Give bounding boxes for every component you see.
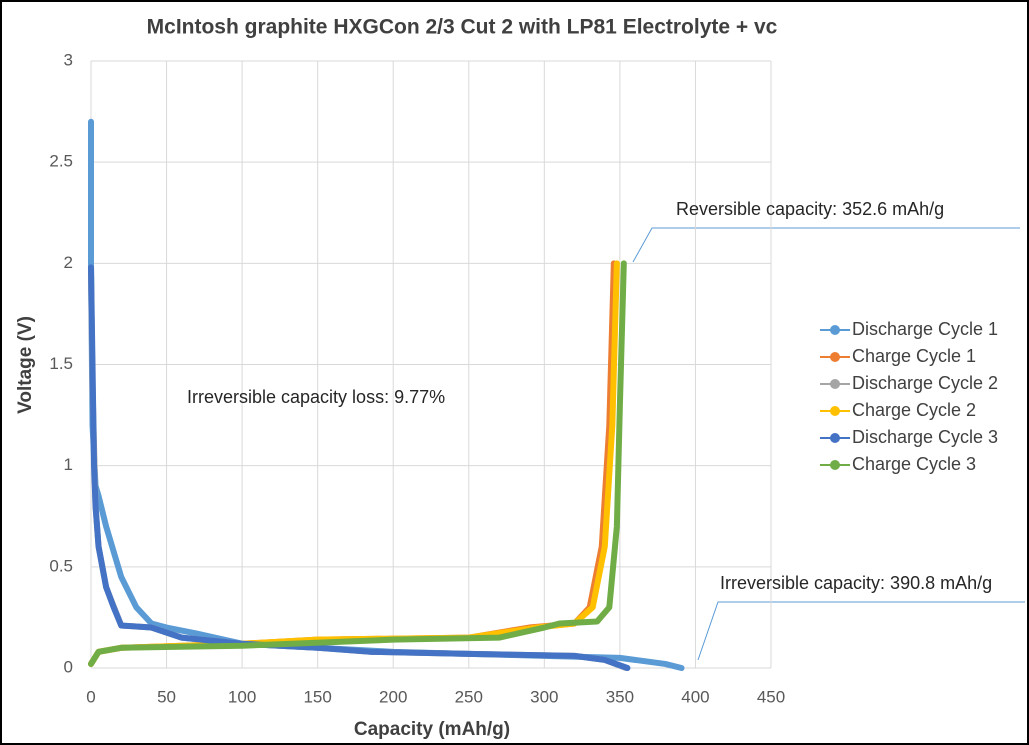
legend-label: Charge Cycle 1 — [852, 346, 976, 366]
x-axis-label: Capacity (mAh/g) — [354, 719, 510, 740]
legend-label: Discharge Cycle 2 — [852, 373, 998, 393]
y-tick-label: 2.5 — [49, 152, 73, 171]
legend-marker — [830, 433, 840, 443]
legend-label: Discharge Cycle 3 — [852, 427, 998, 447]
x-tick-label: 0 — [86, 687, 95, 706]
x-tick-label: 150 — [303, 687, 331, 706]
y-tick-label: 1.5 — [49, 354, 73, 373]
legend-label: Charge Cycle 3 — [852, 454, 976, 474]
y-tick-label: 3 — [64, 50, 73, 69]
chart-title: McIntosh graphite HXGCon 2/3 Cut 2 with … — [147, 16, 778, 39]
annotation: Irreversible capacity loss: 9.77% — [187, 387, 445, 407]
legend-marker — [830, 352, 840, 362]
callout-line — [697, 601, 1025, 661]
callout-line — [632, 227, 1020, 263]
legend-marker — [830, 325, 840, 335]
y-axis-label: Voltage (V) — [15, 316, 36, 414]
x-tick-label: 350 — [606, 687, 634, 706]
y-tick-label: 0 — [64, 657, 73, 676]
series-line — [88, 260, 627, 667]
x-tick-label: 300 — [530, 687, 558, 706]
x-tick-label: 450 — [757, 687, 785, 706]
y-tick-label: 0.5 — [49, 556, 73, 575]
y-tick-label: 2 — [64, 253, 73, 272]
x-tick-label: 100 — [228, 687, 256, 706]
x-tick-label: 400 — [681, 687, 709, 706]
legend-label: Discharge Cycle 1 — [852, 319, 998, 339]
legend-marker — [830, 406, 840, 416]
x-tick-label: 200 — [379, 687, 407, 706]
x-tick-label: 50 — [157, 687, 176, 706]
y-tick-label: 1 — [64, 455, 73, 474]
legend-marker — [830, 379, 840, 389]
annotation: Irreversible capacity: 390.8 mAh/g — [720, 573, 992, 593]
series-line — [88, 264, 631, 671]
x-tick-label: 250 — [455, 687, 483, 706]
legend-label: Charge Cycle 2 — [852, 400, 976, 420]
annotation: Reversible capacity: 352.6 mAh/g — [676, 199, 944, 219]
legend-marker — [830, 460, 840, 470]
